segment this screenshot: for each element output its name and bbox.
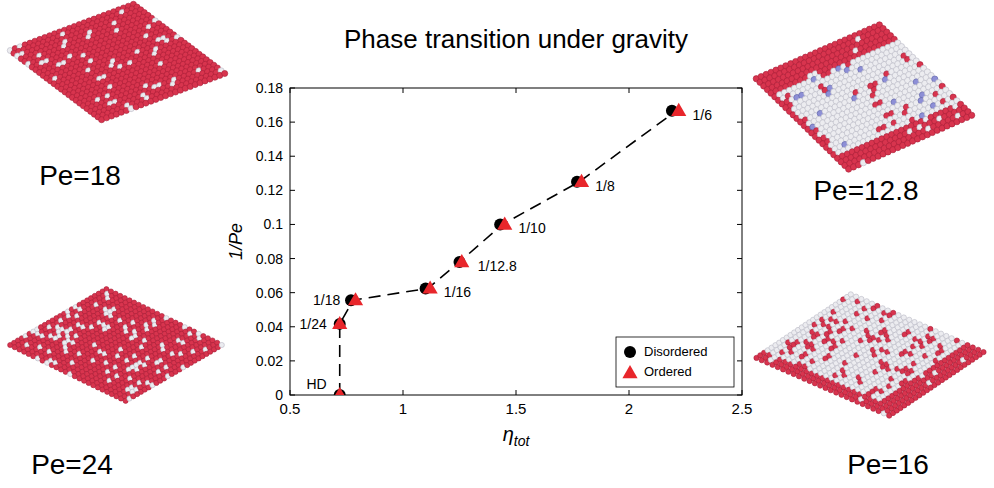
particle-rendering xyxy=(753,22,975,172)
figure: Pe=18Pe=24Pe=12.8Pe=16Phase transition u… xyxy=(0,0,994,488)
particle-rendering xyxy=(8,287,225,404)
panel-label: Pe=18 xyxy=(39,160,121,191)
particle xyxy=(222,70,228,76)
particle xyxy=(219,342,224,347)
particle-rendering xyxy=(7,1,228,122)
panel-label: Pe=24 xyxy=(31,449,113,480)
